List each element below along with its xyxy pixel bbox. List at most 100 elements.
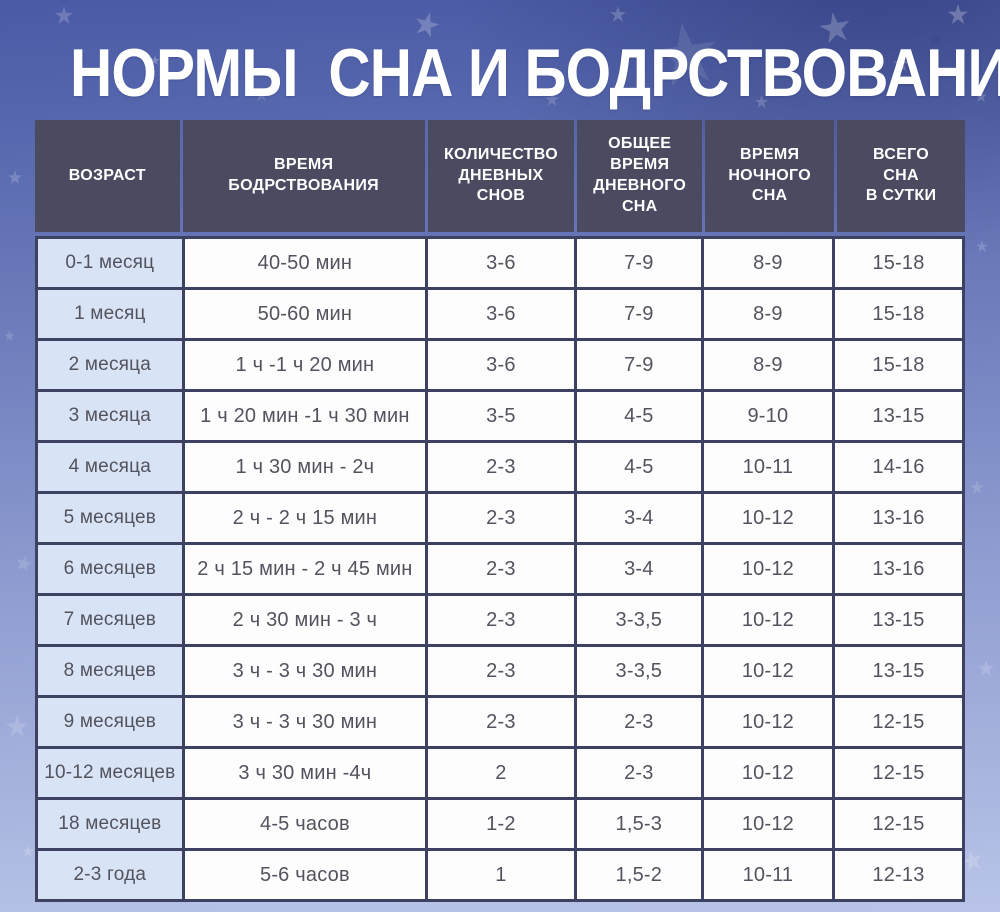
table-cell-age: 6 месяцев xyxy=(38,545,182,593)
table-cell: 4-5 xyxy=(576,392,701,440)
table-cell: 2 ч 30 мин - 3 ч xyxy=(184,596,426,644)
table-cell: 3-5 xyxy=(428,392,574,440)
table-cell: 12-15 xyxy=(834,698,962,746)
table-cell-age: 2 месяца xyxy=(38,341,182,389)
table-cell: 15-18 xyxy=(834,239,962,287)
table-cell: 8-9 xyxy=(703,290,832,338)
star-icon xyxy=(970,480,984,494)
table-cell: 13-15 xyxy=(834,647,962,695)
column-header-wake-time: ВРЕМЯ БОДРСТВОВАНИЯ xyxy=(182,120,425,232)
page-title: НОРМЫ СНА И БОДРСТВОВАНИЯ xyxy=(70,35,1000,111)
table-cell-age: 1 месяц xyxy=(38,290,182,338)
table-cell: 8-9 xyxy=(703,341,832,389)
table-cell: 40-50 мин xyxy=(184,239,426,287)
table-cell: 4-5 часов xyxy=(184,800,426,848)
table-cell: 12-15 xyxy=(834,749,962,797)
table-cell: 3-4 xyxy=(576,545,701,593)
table-cell: 2-3 xyxy=(428,596,574,644)
table-cell: 1 ч 30 мин - 2ч xyxy=(184,443,426,491)
table-cell: 2-3 xyxy=(428,494,574,542)
table-cell: 1 xyxy=(428,851,574,899)
table-cell: 2 ч 15 мин - 2 ч 45 мин xyxy=(184,545,426,593)
table-cell: 10-12 xyxy=(703,698,832,746)
table-header-row: ВОЗРАСТ ВРЕМЯ БОДРСТВОВАНИЯ КОЛИЧЕСТВО Д… xyxy=(35,120,965,232)
table-cell: 4-5 xyxy=(576,443,701,491)
table-cell: 10-12 xyxy=(703,596,832,644)
table-cell: 5-6 часов xyxy=(184,851,426,899)
table-cell: 3 ч 30 мин -4ч xyxy=(184,749,426,797)
star-icon xyxy=(948,4,968,24)
table-cell: 10-12 xyxy=(703,647,832,695)
star-icon xyxy=(610,6,626,22)
table-cell: 10-11 xyxy=(703,851,832,899)
table-cell: 50-60 мин xyxy=(184,290,426,338)
table-cell-age: 18 месяцев xyxy=(38,800,182,848)
star-icon xyxy=(4,330,15,341)
table-cell: 13-15 xyxy=(834,596,962,644)
table-cell: 1-2 xyxy=(428,800,574,848)
table-cell: 1,5-2 xyxy=(576,851,701,899)
table-cell: 2-3 xyxy=(428,647,574,695)
table-cell: 3-3,5 xyxy=(576,596,701,644)
table-cell: 12-15 xyxy=(834,800,962,848)
column-header-nap-count: КОЛИЧЕСТВО ДНЕВНЫХ СНОВ xyxy=(427,120,575,232)
table-cell: 10-12 xyxy=(703,800,832,848)
table-cell: 9-10 xyxy=(703,392,832,440)
table-cell: 2 xyxy=(428,749,574,797)
table-cell: 1,5-3 xyxy=(576,800,701,848)
table-cell-age: 7 месяцев xyxy=(38,596,182,644)
table-cell: 3-6 xyxy=(428,239,574,287)
table-cell: 3-4 xyxy=(576,494,701,542)
column-header-age: ВОЗРАСТ xyxy=(35,120,180,232)
table-cell: 3-3,5 xyxy=(576,647,701,695)
table-cell-age: 5 месяцев xyxy=(38,494,182,542)
table-cell: 8-9 xyxy=(703,239,832,287)
table-cell-age: 8 месяцев xyxy=(38,647,182,695)
table-cell: 2-3 xyxy=(576,749,701,797)
table-cell-age: 9 месяцев xyxy=(38,698,182,746)
table-cell: 12-13 xyxy=(834,851,962,899)
table-cell: 3 ч - 3 ч 30 мин xyxy=(184,698,426,746)
column-header-night-sleep: ВРЕМЯ НОЧНОГО СНА xyxy=(705,120,835,232)
star-icon xyxy=(6,715,28,737)
star-icon xyxy=(976,240,988,252)
table-cell-age: 4 месяца xyxy=(38,443,182,491)
table-cell: 10-12 xyxy=(703,749,832,797)
star-icon xyxy=(978,660,994,676)
table-cell: 10-12 xyxy=(703,545,832,593)
table-cell: 3-6 xyxy=(428,341,574,389)
table-cell: 15-18 xyxy=(834,341,962,389)
table-body: 0-1 месяц 40-50 мин 3-6 7-9 8-9 15-18 1 … xyxy=(35,236,965,902)
table-cell: 13-16 xyxy=(834,494,962,542)
table-cell: 3-6 xyxy=(428,290,574,338)
table-cell: 10-12 xyxy=(703,494,832,542)
table-cell-age: 10-12 месяцев xyxy=(38,749,182,797)
table-cell: 3 ч - 3 ч 30 мин xyxy=(184,647,426,695)
star-icon xyxy=(150,55,160,65)
table-cell: 1 ч -1 ч 20 мин xyxy=(184,341,426,389)
table-cell: 15-18 xyxy=(834,290,962,338)
table-cell: 1 ч 20 мин -1 ч 30 мин xyxy=(184,392,426,440)
column-header-total-sleep: ВСЕГО СНА В СУТКИ xyxy=(837,120,965,232)
table-cell: 2-3 xyxy=(576,698,701,746)
table-cell: 7-9 xyxy=(576,239,701,287)
table-cell: 10-11 xyxy=(703,443,832,491)
table-cell: 7-9 xyxy=(576,290,701,338)
table-cell: 13-16 xyxy=(834,545,962,593)
column-header-day-sleep: ОБЩЕЕ ВРЕМЯ ДНЕВНОГО СНА xyxy=(577,120,703,232)
star-icon xyxy=(55,6,73,24)
table-cell: 2-3 xyxy=(428,698,574,746)
table-cell: 2-3 xyxy=(428,545,574,593)
table-cell-age: 3 месяца xyxy=(38,392,182,440)
table-cell: 14-16 xyxy=(834,443,962,491)
star-icon xyxy=(8,170,22,184)
table-cell: 13-15 xyxy=(834,392,962,440)
star-icon xyxy=(22,845,34,857)
table-cell-age: 2-3 года xyxy=(38,851,182,899)
table-cell-age: 0-1 месяц xyxy=(38,239,182,287)
table-cell: 7-9 xyxy=(576,341,701,389)
star-icon xyxy=(15,554,34,573)
table-cell: 2 ч - 2 ч 15 мин xyxy=(184,494,426,542)
sleep-norms-table: ВОЗРАСТ ВРЕМЯ БОДРСТВОВАНИЯ КОЛИЧЕСТВО Д… xyxy=(35,120,965,902)
